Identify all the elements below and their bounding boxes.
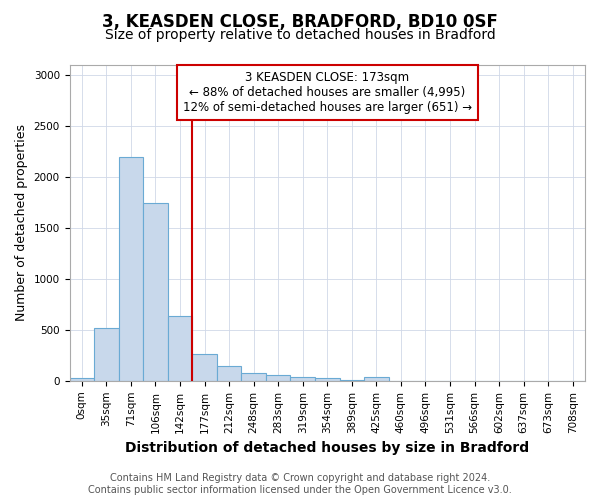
- Bar: [143, 202, 168, 381]
- Bar: [340, 380, 364, 381]
- Bar: [364, 378, 389, 381]
- Bar: [168, 316, 192, 381]
- Bar: [94, 328, 119, 381]
- Bar: [119, 156, 143, 381]
- Bar: [266, 375, 290, 381]
- Bar: [315, 378, 340, 381]
- Text: Size of property relative to detached houses in Bradford: Size of property relative to detached ho…: [104, 28, 496, 42]
- Bar: [70, 378, 94, 381]
- X-axis label: Distribution of detached houses by size in Bradford: Distribution of detached houses by size …: [125, 441, 529, 455]
- Bar: [241, 372, 266, 381]
- Bar: [290, 378, 315, 381]
- Text: Contains HM Land Registry data © Crown copyright and database right 2024.
Contai: Contains HM Land Registry data © Crown c…: [88, 474, 512, 495]
- Text: 3, KEASDEN CLOSE, BRADFORD, BD10 0SF: 3, KEASDEN CLOSE, BRADFORD, BD10 0SF: [102, 12, 498, 30]
- Bar: [192, 354, 217, 381]
- Y-axis label: Number of detached properties: Number of detached properties: [15, 124, 28, 322]
- Text: 3 KEASDEN CLOSE: 173sqm
← 88% of detached houses are smaller (4,995)
12% of semi: 3 KEASDEN CLOSE: 173sqm ← 88% of detache…: [183, 72, 472, 114]
- Bar: [217, 366, 241, 381]
